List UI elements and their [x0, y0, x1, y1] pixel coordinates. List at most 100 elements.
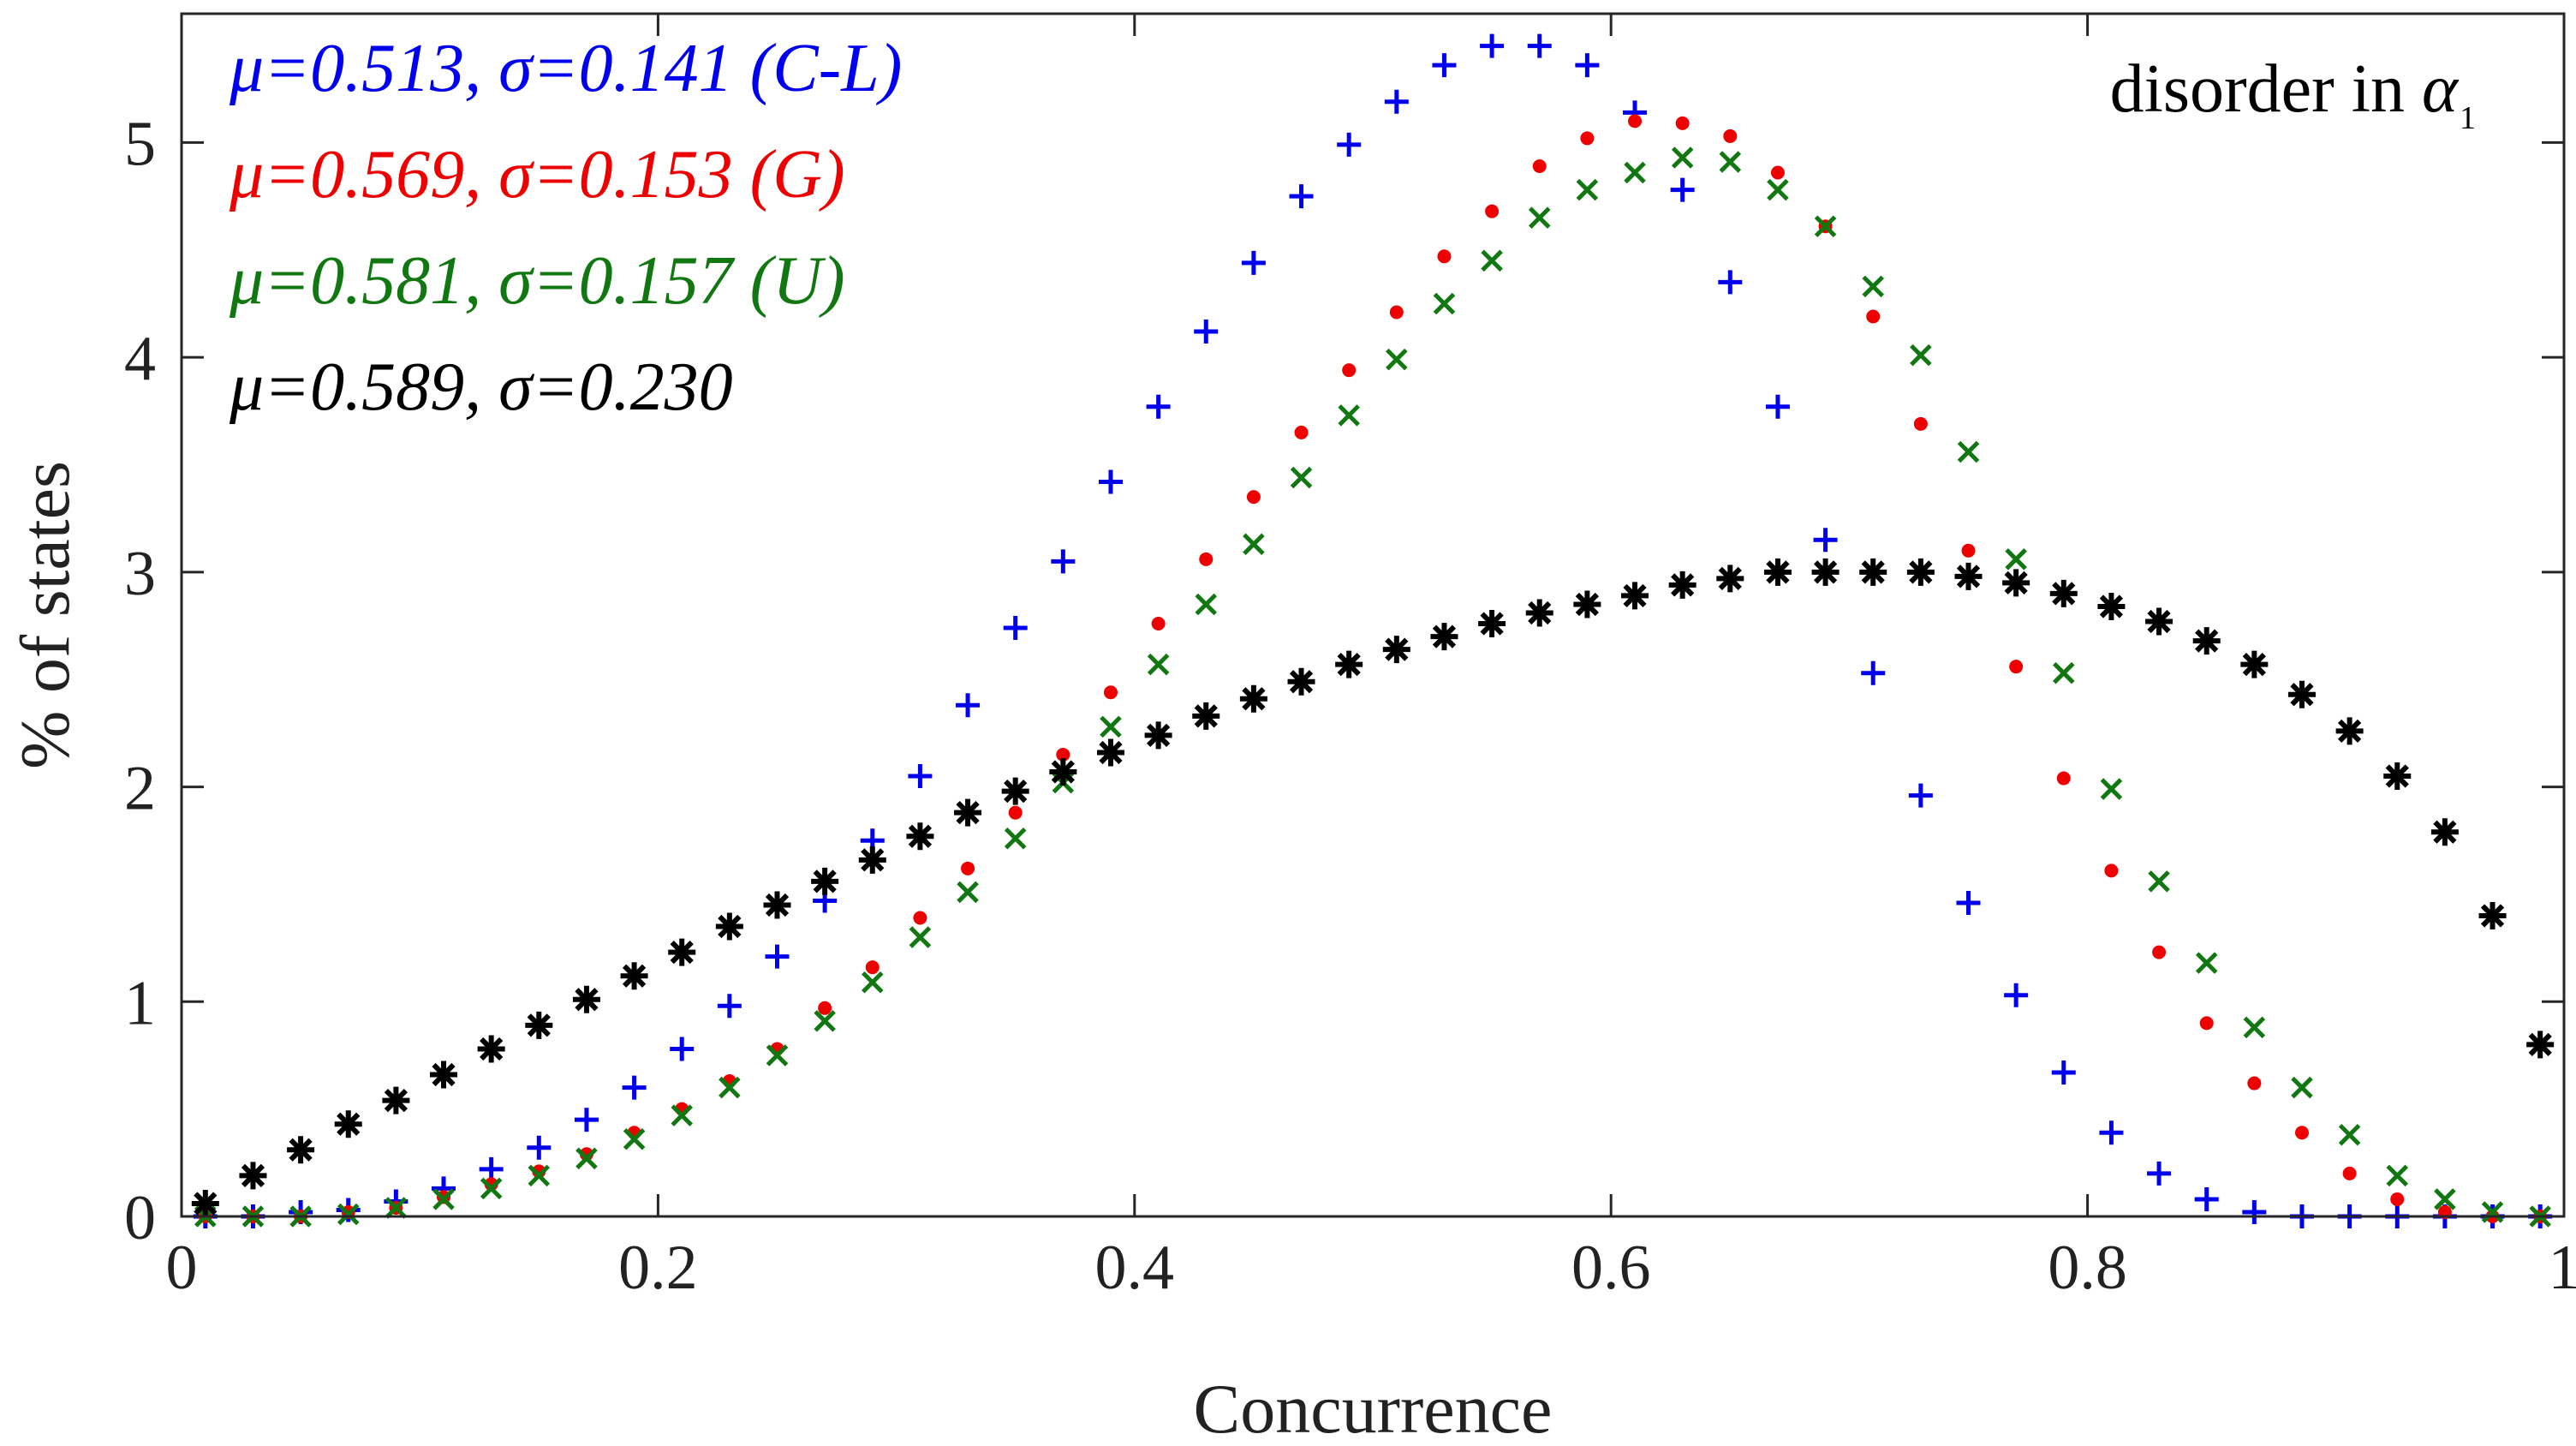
data-point-plus — [1908, 783, 1933, 808]
data-point-x — [1481, 249, 1503, 272]
data-point-asterisk — [1001, 777, 1029, 805]
data-point-x — [957, 881, 979, 904]
data-point-x — [623, 1127, 646, 1150]
data-point-x — [2005, 548, 2027, 571]
data-point-asterisk — [1239, 684, 1267, 713]
data-point-x — [1624, 161, 1646, 184]
data-point-asterisk — [1716, 565, 1744, 593]
data-point-asterisk — [430, 1061, 458, 1089]
data-point-asterisk — [668, 938, 696, 966]
data-point-dot — [2056, 771, 2071, 786]
data-point-dot — [1199, 552, 1213, 566]
data-point-asterisk — [2002, 569, 2030, 597]
series-3-markers — [194, 146, 2551, 1228]
data-point-x — [1767, 178, 1789, 201]
data-point-x — [2386, 1164, 2409, 1187]
data-point-dot — [1246, 490, 1261, 505]
axes-frame — [180, 12, 2566, 1218]
data-point-x — [2434, 1188, 2456, 1210]
data-markers — [191, 33, 2555, 1228]
data-point-asterisk — [2430, 818, 2459, 846]
data-point-x — [766, 1044, 789, 1067]
data-point-x — [1576, 178, 1599, 201]
data-point-dot — [2294, 1126, 2309, 1140]
data-point-plus — [1194, 320, 1219, 344]
legend-entry-2: μ=0.569, σ=0.153 (G) — [229, 137, 845, 212]
data-point-x — [385, 1197, 408, 1219]
data-point-plus — [1956, 890, 1981, 915]
annotation-subscript: 1 — [2460, 100, 2476, 136]
data-point-dot — [1866, 309, 1881, 324]
annotation-symbol: α — [2422, 51, 2460, 127]
data-point-plus — [1861, 660, 1886, 685]
legend-entry-1: μ=0.513, σ=0.141 (C-L) — [229, 31, 902, 106]
data-point-asterisk — [1668, 571, 1696, 599]
data-point-dot — [818, 1001, 832, 1015]
data-point-x — [2338, 1123, 2361, 1146]
data-point-x — [2195, 952, 2218, 974]
data-point-asterisk — [1763, 558, 1792, 586]
data-point-plus — [717, 994, 742, 1019]
data-point-x — [1100, 715, 1122, 738]
data-point-asterisk — [1525, 599, 1553, 627]
data-point-dot — [865, 960, 880, 975]
data-point-asterisk — [239, 1162, 267, 1190]
data-point-dot — [1913, 416, 1928, 431]
data-point-plus — [1241, 250, 1266, 275]
data-point-plus — [1480, 33, 1505, 58]
data-point-dot — [1961, 543, 1976, 558]
data-point-x — [1528, 206, 1551, 229]
x-tick-label: 0.8 — [2048, 1233, 2127, 1303]
data-point-asterisk — [2049, 579, 2078, 607]
data-point-plus — [1051, 549, 1076, 574]
x-tick-label: 0 — [166, 1233, 198, 1303]
data-point-dot — [2247, 1076, 2262, 1090]
data-point-plus — [622, 1075, 647, 1100]
data-point-asterisk — [1811, 558, 1840, 586]
data-point-asterisk — [620, 962, 648, 990]
y-tick-label: 4 — [124, 324, 156, 394]
data-point-plus — [1670, 177, 1695, 202]
data-point-asterisk — [1954, 562, 1983, 590]
data-point-dot — [1580, 131, 1595, 146]
data-point-plus — [2099, 1120, 2124, 1145]
data-point-asterisk — [2145, 607, 2174, 636]
data-point-asterisk — [1430, 623, 1458, 651]
data-point-asterisk — [1049, 758, 1077, 786]
data-point-asterisk — [572, 985, 600, 1013]
data-point-x — [1910, 344, 1932, 367]
data-point-plus — [1813, 528, 1838, 553]
y-tick-label: 5 — [124, 109, 156, 179]
data-point-plus — [527, 1135, 552, 1160]
data-point-asterisk — [763, 891, 791, 919]
data-point-dot — [2390, 1192, 2405, 1206]
data-point-x — [2481, 1201, 2504, 1223]
data-point-plus — [2147, 1161, 2172, 1186]
data-point-plus — [670, 1037, 695, 1061]
data-point-x — [1957, 440, 1980, 463]
data-point-asterisk — [2287, 680, 2316, 708]
y-tick-label: 3 — [124, 539, 156, 609]
data-point-plus — [956, 693, 981, 718]
data-point-x — [1671, 146, 1694, 169]
data-point-dot — [913, 911, 927, 925]
data-point-x — [1719, 151, 1742, 173]
x-axis-title: Concurrence — [1194, 1370, 1553, 1446]
annotation-text: disorder in — [2110, 51, 2422, 127]
x-tick-label: 0.6 — [1571, 1233, 1651, 1303]
data-point-asterisk — [2192, 627, 2221, 655]
data-point-x — [1243, 533, 1265, 556]
data-point-x — [2291, 1076, 2313, 1099]
data-point-dot — [2152, 945, 2167, 959]
y-tick-label: 2 — [124, 754, 156, 824]
data-point-x — [719, 1076, 741, 1099]
data-point-dot — [1723, 128, 1738, 143]
data-point-asterisk — [858, 845, 886, 874]
x-tick-label: 0.2 — [618, 1233, 698, 1303]
legend: μ=0.513, σ=0.141 (C-L) μ=0.569, σ=0.153 (… — [229, 31, 902, 425]
data-point-asterisk — [811, 867, 839, 895]
data-point-plus — [908, 764, 933, 789]
x-tick-label: 1 — [2549, 1233, 2576, 1303]
data-point-x — [1195, 593, 1218, 616]
